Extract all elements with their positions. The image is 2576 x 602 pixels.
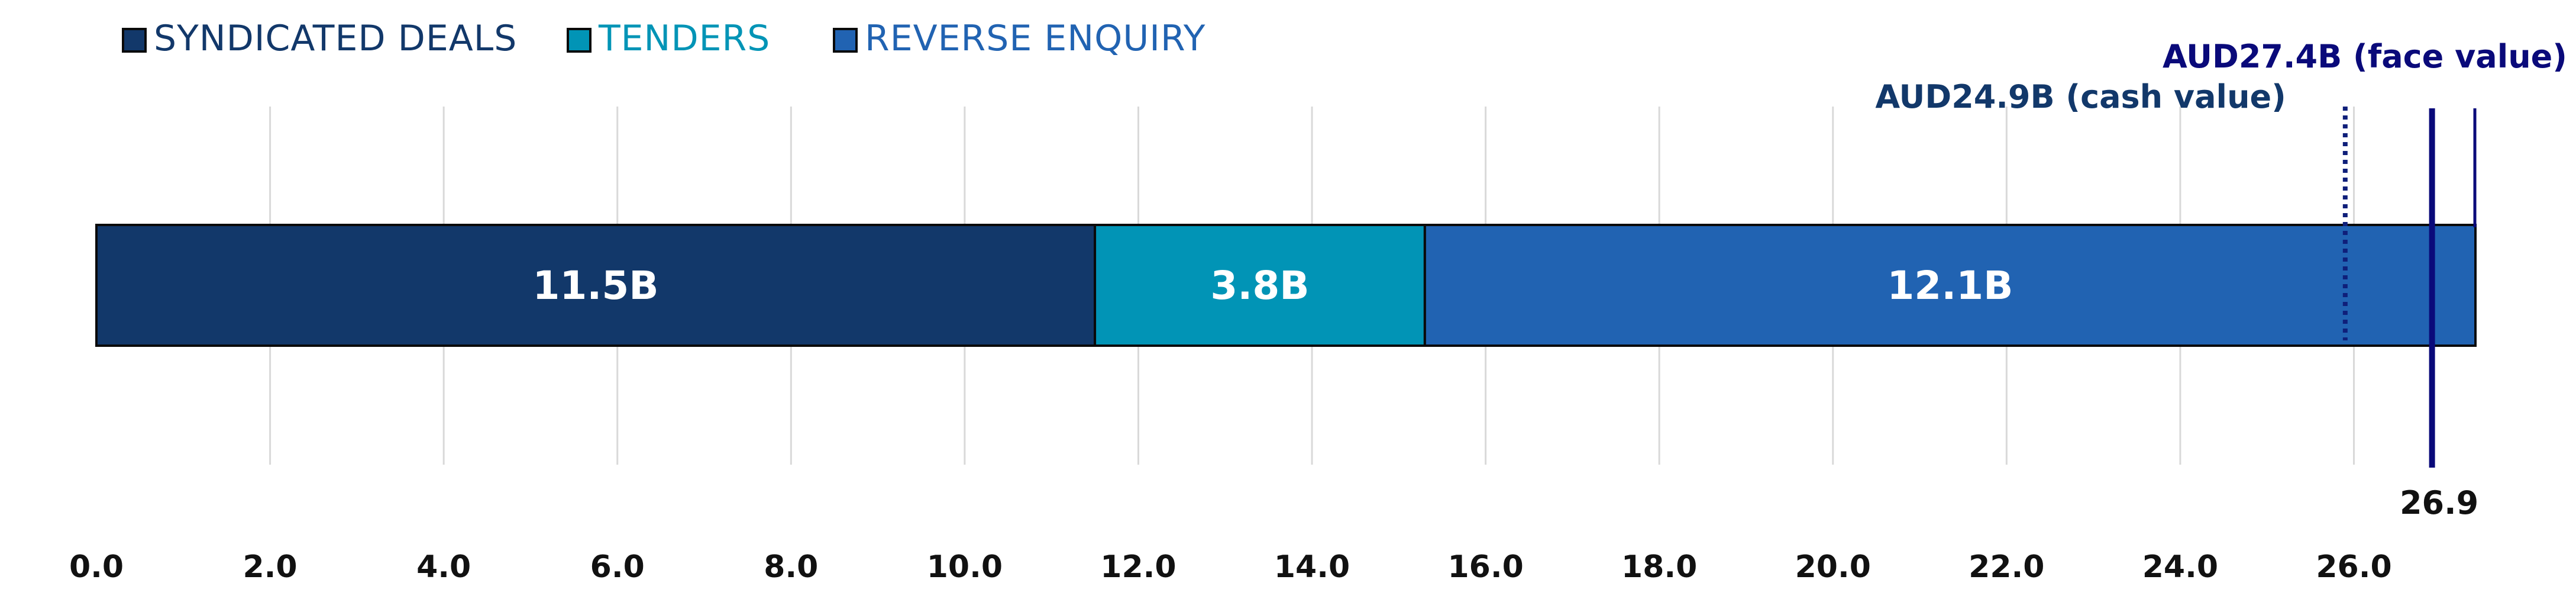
x-tick-label: 24.0	[2142, 549, 2218, 585]
cash-value-label: AUD24.9B (cash value)	[1875, 78, 2286, 115]
bar-value-label: 3.8B	[1210, 263, 1309, 308]
x-axis-ticks: 0.0 2.0 4.0 6.0 8.0 10.0 12.0 14.0 16.0 18.0 20.0 2…	[69, 549, 2392, 585]
x-tick-label: 18.0	[1621, 549, 1697, 585]
x-tick-label: 20.0	[1795, 549, 1871, 585]
bar-segment	[1094, 224, 1426, 347]
x-tick-label: 12.0	[1100, 549, 1176, 585]
x-tick-label: 2.0	[243, 549, 298, 585]
face-value-label: AUD27.4B (face value)	[2163, 38, 2567, 75]
x-tick-label: 16.0	[1447, 549, 1523, 585]
x-tick-label: 8.0	[764, 549, 818, 585]
legend-swatch	[567, 28, 592, 53]
legend-swatch	[122, 28, 147, 53]
x-tick-label: 4.0	[416, 549, 471, 585]
x-tick-label: 14.0	[1274, 549, 1350, 585]
total-value-label: 26.9	[2400, 484, 2478, 521]
x-tick-label: 6.0	[590, 549, 645, 585]
legend-label: REVERSE ENQUIRY	[865, 18, 1205, 59]
bar-value-label: 12.1B	[1887, 263, 2013, 308]
reference-lines: AUD24.9B (cash value) 26.9 AUD27.4B (face …	[1875, 38, 2567, 521]
bar-segment	[1423, 224, 2477, 347]
bar-value-label: 11.5B	[532, 263, 658, 308]
legend: SYNDICATED DEALS TENDERS REVERSE ENQUIRY	[122, 18, 1205, 59]
x-tick-label: 10.0	[927, 549, 1003, 585]
bar-segment	[95, 224, 1097, 347]
legend-label: TENDERS	[598, 18, 770, 59]
legend-label: SYNDICATED DEALS	[154, 18, 517, 59]
x-tick-label: 22.0	[1969, 549, 2044, 585]
bar-segments: 11.5B 3.8B 12.1B	[95, 224, 2477, 347]
legend-swatch	[833, 28, 858, 53]
x-tick-label: 26.0	[2316, 549, 2391, 585]
x-tick-label: 0.0	[69, 549, 124, 585]
